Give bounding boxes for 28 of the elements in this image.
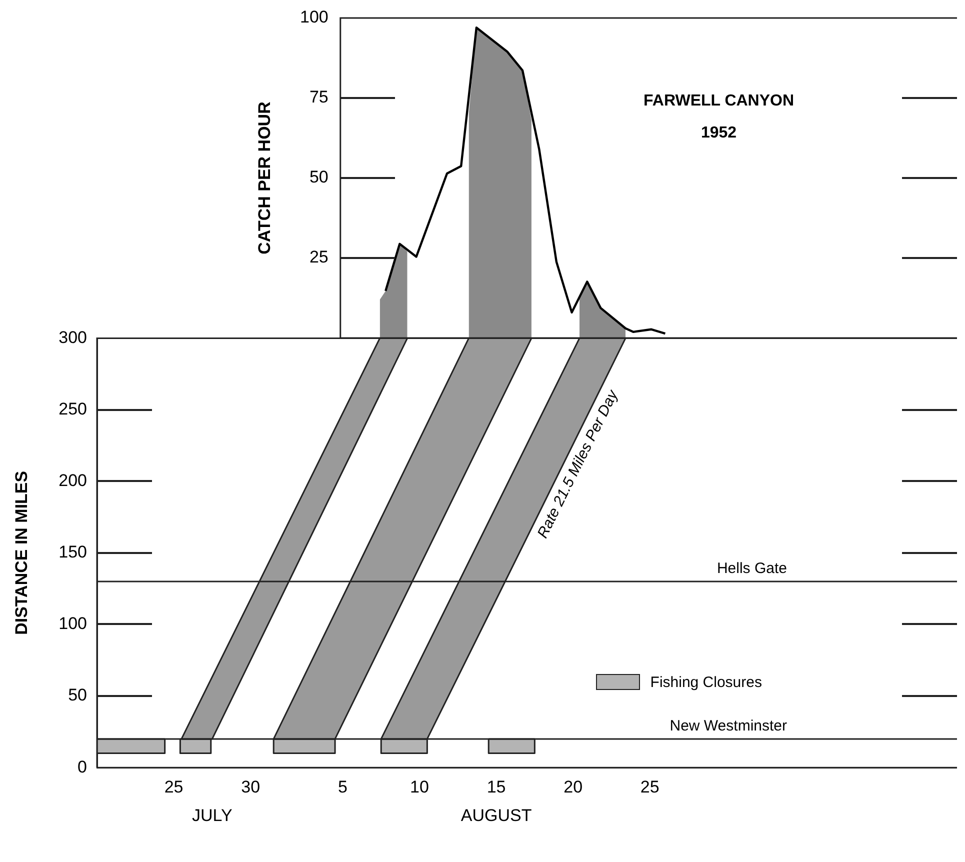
- text: JULY: [192, 806, 232, 825]
- x-tick-label: 25: [640, 777, 660, 796]
- annotation: FARWELL CANYON: [644, 92, 794, 110]
- ref-line-label: Hells Gate: [716, 560, 787, 577]
- y-tick-label: 0: [78, 757, 87, 776]
- x-tick-label: 10: [410, 777, 429, 796]
- x-tick-label: 15: [486, 777, 506, 796]
- y-tick-label: 300: [58, 328, 87, 347]
- annotation: Rate 21.5 Miles Per Day: [534, 386, 622, 541]
- x-tick-label: 5: [338, 777, 348, 796]
- annotation: 1952: [700, 124, 737, 142]
- y-tick-label: 100: [58, 614, 87, 633]
- legend-label: Fishing Closures: [650, 674, 762, 691]
- y-tick-label: 25: [309, 248, 328, 267]
- y-axis-title: DISTANCE IN MILES: [12, 470, 31, 635]
- y-tick-label: 50: [68, 686, 87, 705]
- y-tick-label: 75: [309, 88, 328, 107]
- x-tick-label: 25: [164, 777, 184, 796]
- ref-line-label: New Westminster: [670, 717, 787, 734]
- y-tick-label: 100: [300, 8, 328, 27]
- x-tick-label: 20: [564, 777, 583, 796]
- y-tick-label: 200: [58, 470, 87, 490]
- y-tick-label: 50: [309, 168, 328, 187]
- y-tick-label: 150: [58, 542, 87, 562]
- y-axis-title: CATCH PER HOUR: [255, 102, 274, 254]
- y-tick-label: 250: [58, 399, 87, 418]
- x-tick-label: 30: [241, 777, 260, 796]
- text: AUGUST: [460, 806, 532, 825]
